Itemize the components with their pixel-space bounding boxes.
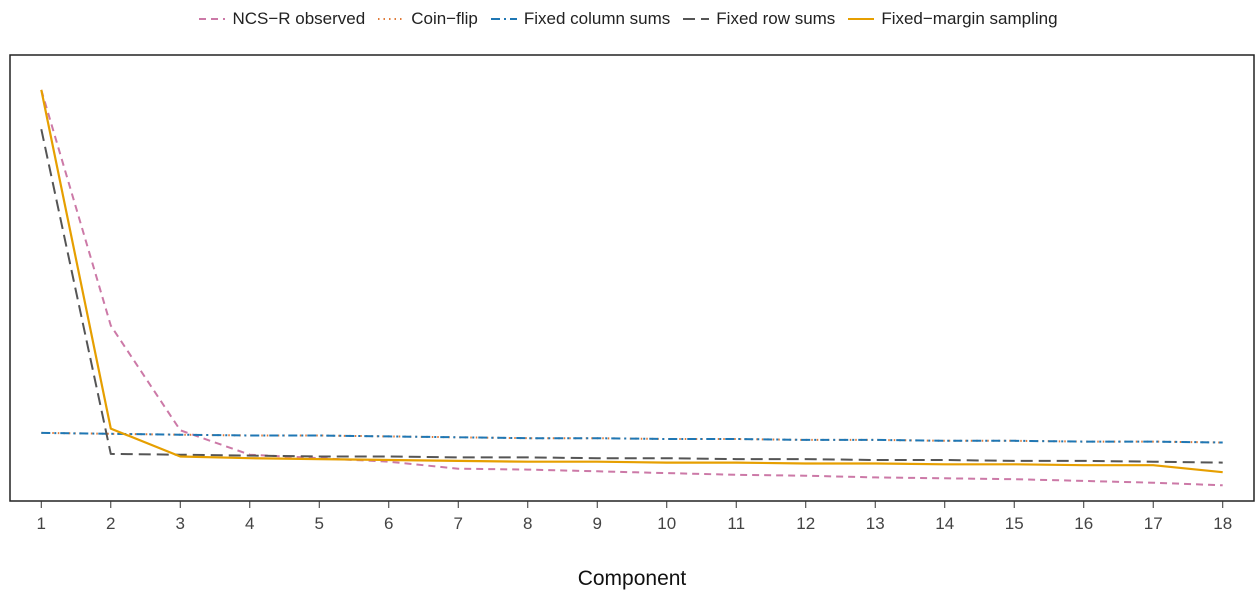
x-tick-label-9: 9 bbox=[593, 514, 602, 533]
series-lines bbox=[40, 89, 1223, 487]
x-tick-label-8: 8 bbox=[523, 514, 532, 533]
x-tick-label-11: 11 bbox=[727, 514, 745, 533]
legend-swatch-1 bbox=[199, 18, 226, 20]
legend-label-5: Fixed−margin sampling bbox=[881, 9, 1058, 28]
legend-label-1: NCS−R observed bbox=[232, 9, 366, 28]
legend: NCS−R observed Coin−flip Fixed column sums… bbox=[0, 8, 1256, 30]
legend-item-1: NCS−R observed bbox=[198, 9, 365, 29]
legend-label-2: Coin−flip bbox=[411, 9, 478, 28]
x-tick-label-5: 5 bbox=[315, 514, 324, 533]
x-tick-label-14: 14 bbox=[935, 514, 954, 533]
x-tick-label-18: 18 bbox=[1213, 514, 1232, 533]
x-axis-title: Component bbox=[578, 567, 687, 590]
x-tick-label-17: 17 bbox=[1144, 514, 1163, 533]
legend-item-4: Fixed row sums bbox=[682, 9, 835, 29]
legend-item-2: Coin−flip bbox=[377, 9, 478, 29]
x-tick-label-16: 16 bbox=[1074, 514, 1093, 533]
x-tick-label-6: 6 bbox=[384, 514, 393, 533]
x-tick-label-13: 13 bbox=[866, 514, 885, 533]
x-tick-label-10: 10 bbox=[657, 514, 676, 533]
x-tick-label-3: 3 bbox=[176, 514, 185, 533]
series-line-3 bbox=[41, 431, 1223, 444]
series-line-5 bbox=[40, 89, 1223, 474]
legend-swatch-3 bbox=[490, 18, 517, 20]
plot-frame bbox=[9, 54, 1255, 502]
series-line-1 bbox=[40, 89, 1223, 487]
legend-item-3: Fixed column sums bbox=[490, 9, 670, 29]
legend-swatch-4 bbox=[683, 18, 710, 20]
legend-item-5: Fixed−margin sampling bbox=[847, 9, 1058, 29]
x-tick-label-1: 1 bbox=[37, 514, 46, 533]
series-line-4 bbox=[40, 128, 1223, 464]
legend-label-3: Fixed column sums bbox=[523, 9, 671, 28]
x-tick-label-4: 4 bbox=[245, 514, 254, 533]
x-tick-label-15: 15 bbox=[1005, 514, 1024, 533]
series-line-2 bbox=[41, 431, 1223, 444]
x-tick-label-7: 7 bbox=[454, 514, 463, 533]
x-tick-label-2: 2 bbox=[106, 514, 115, 533]
x-axis-ticks: 1 2 3 4 5 6 7 8 9 10 11 12 13 14 15 16 17 18 bbox=[37, 501, 1232, 533]
legend-swatch-5 bbox=[848, 18, 875, 20]
legend-label-4: Fixed row sums bbox=[716, 9, 836, 28]
x-tick-label-12: 12 bbox=[796, 514, 815, 533]
